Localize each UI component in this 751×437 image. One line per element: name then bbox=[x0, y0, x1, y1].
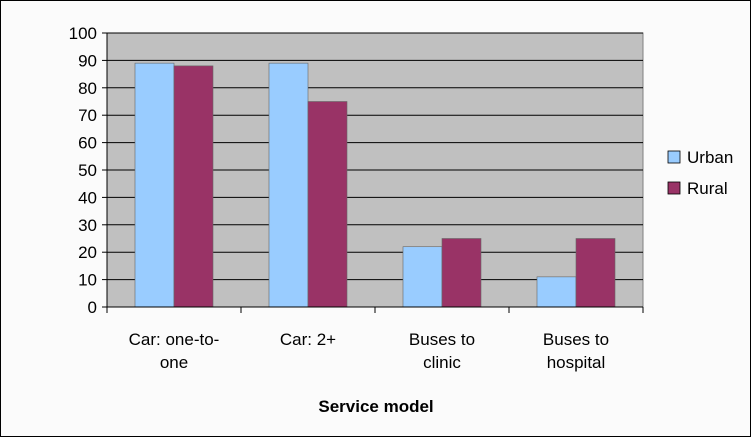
x-category-label: Car: 2+ bbox=[280, 330, 336, 349]
bar-rural-2 bbox=[441, 238, 482, 308]
y-tick-labels: 0 10 20 30 40 50 60 70 80 90 100 bbox=[69, 24, 97, 317]
y-tick-label: 30 bbox=[78, 216, 97, 235]
bar-urban-1 bbox=[268, 62, 309, 308]
y-tick-label: 70 bbox=[78, 106, 97, 125]
bar-urban-3 bbox=[536, 276, 577, 308]
legend-label-urban: Urban bbox=[687, 148, 733, 167]
y-tick-label: 10 bbox=[78, 271, 97, 290]
y-tick-label: 0 bbox=[88, 298, 97, 317]
bar-rural-1 bbox=[307, 101, 348, 308]
legend-swatch-urban bbox=[667, 150, 681, 164]
y-tick-label: 80 bbox=[78, 79, 97, 98]
bar-urban-0 bbox=[134, 62, 175, 308]
y-tick-label: 100 bbox=[69, 24, 97, 43]
bar-rural-3 bbox=[575, 238, 616, 308]
x-category-label: Car: one-to-one bbox=[129, 330, 220, 372]
x-category-label-line: one bbox=[160, 353, 188, 372]
x-category-label-line: Buses to bbox=[409, 330, 475, 349]
y-tick-label: 20 bbox=[78, 243, 97, 262]
bar-rural-0 bbox=[173, 65, 214, 308]
x-category-label-line: Car: one-to- bbox=[129, 330, 220, 349]
legend-swatch-rural bbox=[667, 181, 681, 195]
x-axis-title: Service model bbox=[318, 397, 433, 416]
x-category-label: Buses to hospital bbox=[543, 330, 609, 372]
y-tick-label: 90 bbox=[78, 51, 97, 70]
x-category-label-line: Car: 2+ bbox=[280, 330, 336, 349]
legend-label-rural: Rural bbox=[687, 179, 728, 198]
x-category-label-line: hospital bbox=[547, 353, 606, 372]
y-tick-label: 60 bbox=[78, 134, 97, 153]
x-category-label-line: Buses to bbox=[543, 330, 609, 349]
x-category-label: Buses to clinic bbox=[409, 330, 475, 372]
axes bbox=[102, 32, 644, 313]
x-category-label-line: clinic bbox=[423, 353, 461, 372]
y-tick-label: 50 bbox=[78, 161, 97, 180]
y-tick-label: 40 bbox=[78, 188, 97, 207]
bar-urban-2 bbox=[402, 246, 443, 308]
legend: Urban Rural bbox=[667, 148, 733, 198]
